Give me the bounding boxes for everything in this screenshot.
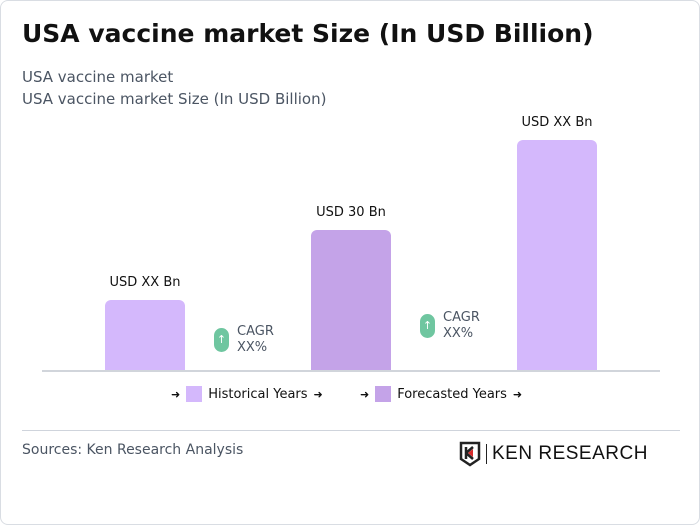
- cagr-label: CAGR: [237, 324, 274, 339]
- subtitle-1: USA vaccine market: [22, 68, 174, 86]
- up-arrow-icon: ↑: [420, 314, 435, 338]
- cagr-value: XX%: [443, 326, 474, 341]
- logo-shield-icon: [459, 441, 481, 467]
- legend-historical: ➜ Historical Years ➜: [171, 386, 323, 402]
- logo-text: KEN RESEARCH: [492, 443, 648, 464]
- cagr-annotation-1: ↑ CAGR XX%: [214, 324, 274, 356]
- arrow-icon: ➜: [171, 387, 181, 401]
- legend-label: Forecasted Years: [397, 386, 507, 402]
- arrow-icon: ➜: [313, 387, 323, 401]
- legend-swatch: [375, 386, 392, 402]
- source-text: Sources: Ken Research Analysis: [22, 442, 244, 458]
- ken-research-logo: KEN RESEARCH: [459, 441, 648, 467]
- subtitle-2: USA vaccine market Size (In USD Billion): [22, 90, 327, 108]
- data-label-2: USD 30 Bn: [316, 205, 386, 220]
- cagr-label: CAGR: [443, 310, 480, 325]
- legend-forecasted: ➜ Forecasted Years ➜: [360, 386, 522, 402]
- arrow-icon: ➜: [512, 387, 523, 401]
- bar-2: [311, 230, 391, 370]
- data-label-1: USD XX Bn: [109, 275, 181, 290]
- legend-swatch: [186, 386, 203, 402]
- data-label-3: USD XX Bn: [521, 115, 593, 130]
- up-arrow-icon: ↑: [214, 328, 229, 352]
- logo-separator: [486, 444, 487, 464]
- footer-divider: [22, 430, 680, 431]
- cagr-value: XX%: [237, 340, 268, 355]
- x-axis-line: [42, 370, 660, 372]
- cagr-annotation-2: ↑ CAGR XX%: [420, 310, 480, 342]
- chart-title: USA vaccine market Size (In USD Billion): [22, 19, 594, 48]
- bar-1: [105, 300, 185, 370]
- legend-label: Historical Years: [208, 386, 308, 402]
- bar-3: [517, 140, 597, 370]
- arrow-icon: ➜: [360, 387, 370, 401]
